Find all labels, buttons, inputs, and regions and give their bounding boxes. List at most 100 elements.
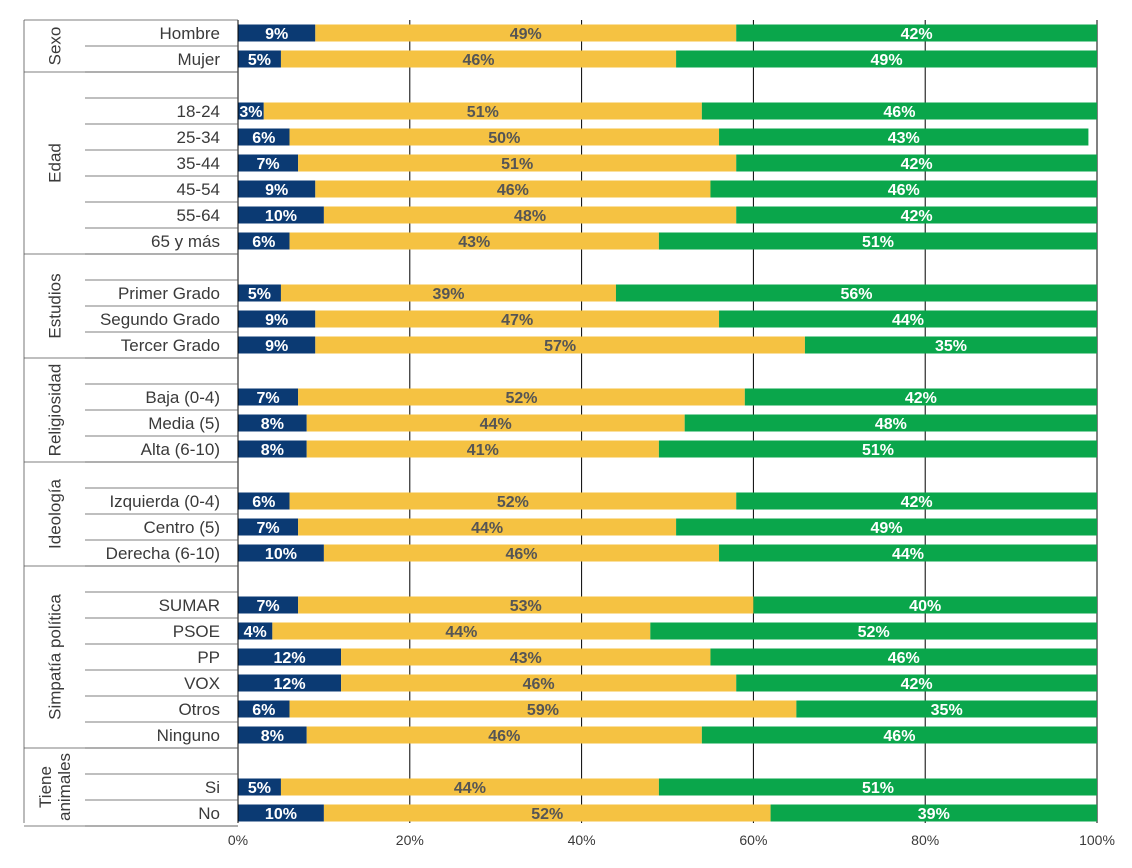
bars [238,24,1097,822]
bar-segment [736,154,1097,172]
bar-segment [238,388,299,406]
data-label: 56% [840,286,872,303]
x-tick-label: 80% [911,832,939,848]
bar-segment [298,154,737,172]
bar-segment [238,102,264,120]
data-label: 46% [888,182,920,199]
bar-segment [719,310,1097,328]
data-label: 44% [480,416,512,433]
x-tick-label: 60% [739,832,767,848]
bar-segment [684,414,1097,432]
group-label: Tieneanimales [36,753,74,821]
data-label: 52% [505,390,537,407]
bar-segment [289,492,737,510]
data-label: 10% [265,208,297,225]
category-label: 65 y más [151,232,220,251]
bar-segment [289,128,720,146]
data-label: 8% [261,416,284,433]
category-label: Derecha (6-10) [106,544,220,563]
data-label: 49% [871,52,903,69]
data-label: 48% [514,208,546,225]
bar-segment [676,50,1097,68]
bar-segment [658,232,1097,250]
group-label: Simpatía política [46,594,65,720]
data-label: 40% [909,598,941,615]
category-label: Si [205,778,220,797]
data-label: 44% [445,624,477,641]
data-label: 7% [257,598,280,615]
bar-segment [289,700,797,718]
category-label: Mujer [177,50,220,69]
bar-segment [280,50,677,68]
bar-segment [238,284,281,302]
data-label: 7% [257,520,280,537]
data-label: 44% [892,312,924,329]
category-label: 35-44 [177,154,220,173]
data-label: 43% [888,130,920,147]
data-label: 9% [265,26,288,43]
data-label: 5% [248,286,271,303]
bar-segment [280,778,659,796]
data-label: 12% [274,650,306,667]
data-label: 9% [265,338,288,355]
bar-segment [615,284,1097,302]
bar-segment [315,336,805,354]
bar-segment [701,102,1097,120]
category-label: Centro (5) [143,518,220,537]
data-label: 10% [265,806,297,823]
bar-segment [306,440,659,458]
bar-segment [298,518,677,536]
bar-segment [658,440,1097,458]
bar-segment [710,180,1097,198]
bar-segment [238,206,324,224]
data-label: 51% [467,104,499,121]
data-label: 42% [901,26,933,43]
bar-segment [238,700,290,718]
bar-segment [710,648,1097,666]
data-label: 42% [901,494,933,511]
bar-segment [323,544,720,562]
bar-segment [306,414,685,432]
bar-segment [650,622,1097,640]
data-label: 49% [871,520,903,537]
data-label: 51% [862,780,894,797]
category-label: 55-64 [177,206,220,225]
data-label: 6% [252,494,275,511]
data-label: 57% [544,338,576,355]
data-label: 35% [931,702,963,719]
bar-segment [280,284,616,302]
bar-segment [323,804,771,822]
data-label: 8% [261,728,284,745]
category-label: Media (5) [148,414,220,433]
bar-segment [238,544,324,562]
data-label: 4% [244,624,267,641]
bar-segment [719,128,1089,146]
data-label: 7% [257,390,280,407]
data-label: 6% [252,234,275,251]
category-label: Baja (0-4) [145,388,220,407]
data-label: 5% [248,52,271,69]
bar-segment [341,648,711,666]
bar-segment [658,778,1097,796]
bar-segment [298,596,754,614]
bar-segment [341,674,737,692]
category-label: 45-54 [177,180,220,199]
x-tick-label: 0% [228,832,248,848]
bar-segment [796,700,1097,718]
bar-segment [238,24,316,42]
group-label: Estudios [46,273,65,338]
data-label: 46% [523,676,555,693]
bar-segment [238,518,299,536]
bar-segment [804,336,1097,354]
bar-segment [289,232,659,250]
bar-segment [238,180,316,198]
group-label: Ideología [46,478,65,548]
category-label: Izquierda (0-4) [109,492,220,511]
data-label: 59% [527,702,559,719]
data-label: 6% [252,130,275,147]
data-label: 51% [862,234,894,251]
bar-segment [238,310,316,328]
bar-segment [744,388,1097,406]
bar-segment [238,622,273,640]
